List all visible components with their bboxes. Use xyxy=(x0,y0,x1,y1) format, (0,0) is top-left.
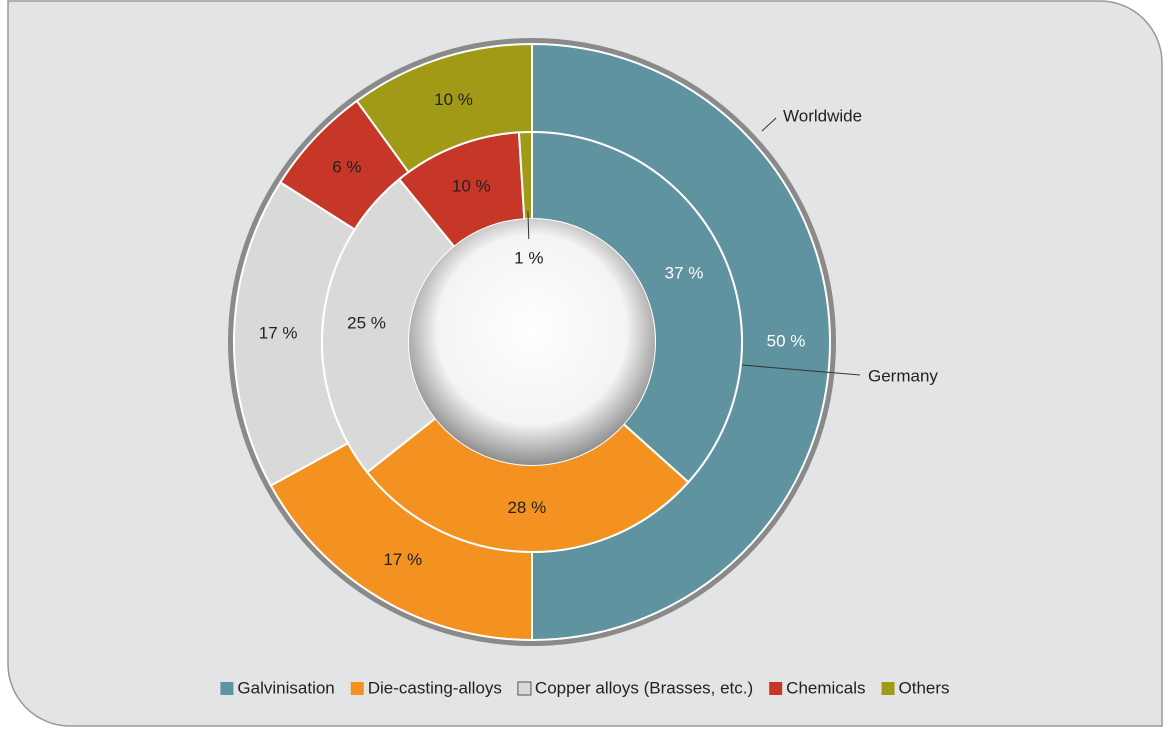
series-label: Worldwide xyxy=(783,106,862,125)
labels: 50 % 17 % 17 % 6 % 10 % 37 % 28 % 25 % 10 % 1 % xyxy=(259,90,806,569)
legend-label: Copper alloys (Brasses, etc.) xyxy=(535,678,753,697)
legend-label: Chemicals xyxy=(786,678,865,697)
legend-swatch xyxy=(517,681,532,696)
legend-swatch xyxy=(350,682,364,695)
legend-swatch xyxy=(769,682,783,695)
leader-line xyxy=(741,364,861,376)
value-label: 17 % xyxy=(259,324,298,343)
value-label: 25 % xyxy=(347,313,386,332)
value-label: 37 % xyxy=(665,264,704,283)
legend-label: Galvinisation xyxy=(237,678,334,697)
center-hole xyxy=(409,219,655,465)
value-label: 1 % xyxy=(514,249,543,268)
legend-swatch xyxy=(881,682,895,695)
leader-line xyxy=(527,211,530,240)
value-label: 17 % xyxy=(383,550,422,569)
leader-line xyxy=(761,117,777,132)
legend-swatch xyxy=(220,682,234,695)
ring-border xyxy=(228,38,836,646)
value-label: 50 % xyxy=(767,331,806,350)
legend: Galvinisation Die-casting-alloys Copper al… xyxy=(220,678,950,697)
value-label: 6 % xyxy=(332,158,361,177)
value-label: 28 % xyxy=(507,498,546,517)
value-label: 10 % xyxy=(434,90,473,109)
series-label: Germany xyxy=(868,366,938,385)
slices xyxy=(233,42,831,642)
value-label: 10 % xyxy=(452,176,491,195)
legend-label: Others xyxy=(899,678,950,697)
legend-label: Die-casting-alloys xyxy=(368,678,502,697)
